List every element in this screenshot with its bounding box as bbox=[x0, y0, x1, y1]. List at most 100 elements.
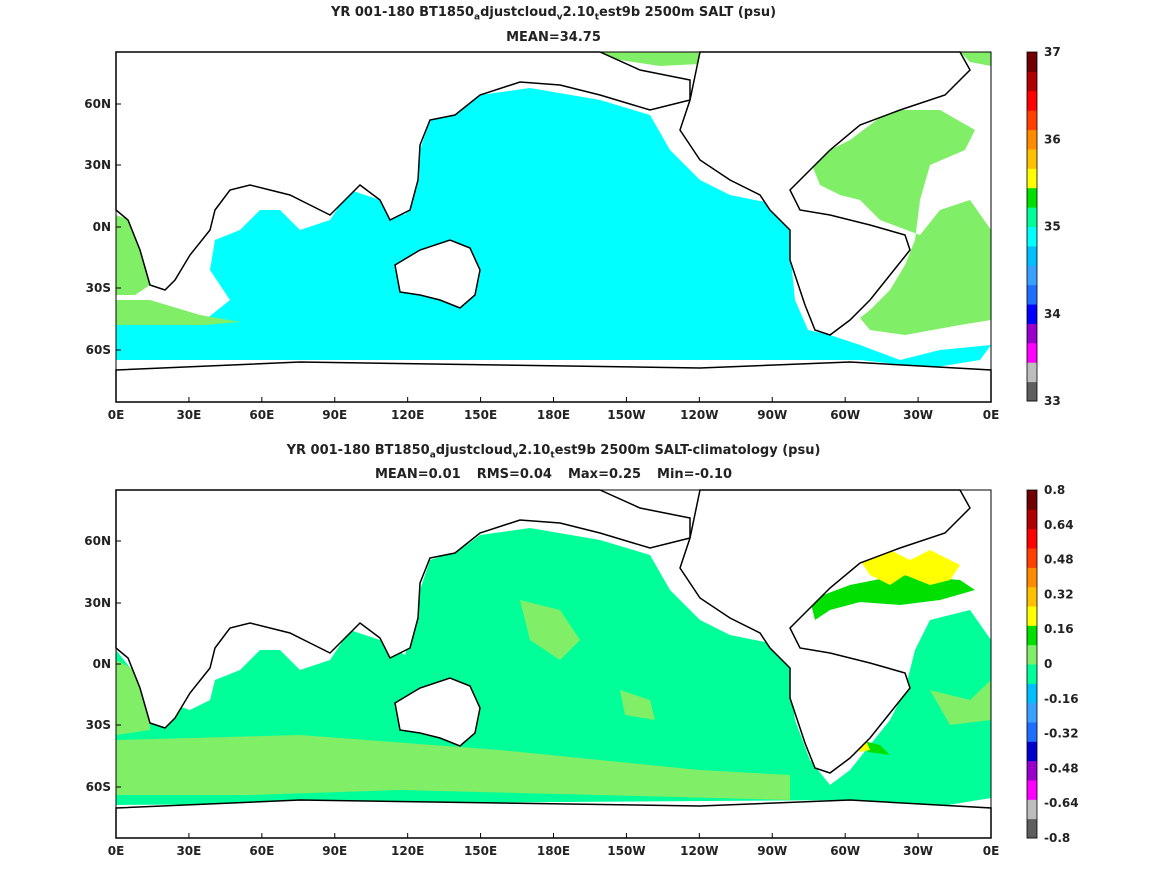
title-sub: v bbox=[512, 450, 519, 461]
colorbar-swatch bbox=[1027, 110, 1037, 131]
colorbar-label: -0.32 bbox=[1044, 727, 1079, 741]
colorbar-swatch bbox=[1027, 226, 1037, 247]
min-stat: Min=-0.10 bbox=[657, 467, 733, 482]
colorbar-swatch bbox=[1027, 567, 1037, 588]
colorbar-label: -0.48 bbox=[1044, 761, 1079, 775]
colorbar-label: -0.8 bbox=[1044, 831, 1070, 845]
colorbar-label: -0.64 bbox=[1044, 796, 1079, 810]
y-tick-label: 0N bbox=[93, 220, 111, 234]
rms-stat: RMS=0.04 bbox=[476, 467, 552, 482]
y-tick-label: 60N bbox=[84, 534, 111, 548]
panel1-axes: 0E 30E 60E 90E 120E 150E 180E 150W 120W 90W 60W 30W… bbox=[84, 97, 999, 422]
title-sub: a bbox=[429, 450, 436, 461]
colorbar-swatch bbox=[1027, 780, 1037, 800]
positive-anomaly-yellow bbox=[855, 545, 960, 752]
title-sub: v bbox=[556, 12, 563, 23]
max-stat: Max=0.25 bbox=[567, 467, 642, 482]
panel1-colorbar: 37 36 35 34 33 bbox=[1026, 45, 1061, 408]
colorbar-swatch bbox=[1027, 664, 1037, 684]
title-text: 2.10 bbox=[562, 5, 595, 20]
title-text: est9b 2500m SALT (psu) bbox=[599, 5, 777, 20]
atlantic-ocean-region bbox=[810, 110, 991, 335]
southern-ocean-region bbox=[116, 300, 240, 325]
y-tick-label: 30N bbox=[84, 596, 111, 610]
x-tick-label: 90W bbox=[757, 844, 787, 858]
x-tick-label: 30W bbox=[903, 844, 933, 858]
panel1-stats: MEAN=34.75 bbox=[116, 30, 991, 45]
colorbar-swatch bbox=[1027, 245, 1037, 266]
colorbar-swatch bbox=[1027, 722, 1037, 742]
colorbar-swatch bbox=[1027, 71, 1037, 92]
colorbar-swatch bbox=[1027, 342, 1037, 363]
colorbar-swatch bbox=[1027, 548, 1037, 568]
pacific-ocean-region bbox=[116, 88, 991, 368]
colorbar-swatch bbox=[1027, 683, 1037, 704]
x-tick-label: 0E bbox=[108, 408, 125, 422]
colorbar-swatch bbox=[1027, 168, 1037, 189]
x-tick-label: 150E bbox=[464, 408, 497, 422]
title-sub: t bbox=[594, 12, 600, 23]
panel1-title: YR 001-180 BT1850adjustcloudv2.10test9b … bbox=[116, 5, 991, 23]
x-tick-label: 0E bbox=[108, 844, 125, 858]
colorbar-label: 36 bbox=[1044, 132, 1061, 146]
x-tick-label: 90W bbox=[757, 408, 787, 422]
colorbar-swatch bbox=[1027, 362, 1037, 383]
title-text: YR 001-180 BT1850 bbox=[286, 443, 430, 458]
colorbar-label: 0.48 bbox=[1044, 553, 1074, 567]
x-tick-label: 150E bbox=[464, 844, 497, 858]
americas-landmass bbox=[679, 489, 971, 774]
colorbar-frame bbox=[1026, 489, 1038, 839]
colorbar-swatch bbox=[1027, 284, 1037, 305]
colorbar-swatch bbox=[1027, 702, 1037, 723]
y-tick-label: 30S bbox=[86, 281, 111, 295]
mean-stat: MEAN=34.75 bbox=[506, 30, 601, 45]
x-tick-label: 30E bbox=[176, 844, 201, 858]
x-tick-label: 60E bbox=[249, 408, 274, 422]
y-tick-label: 60S bbox=[86, 780, 111, 794]
panel2-axes: 0E 30E 60E 90E 120E 150E 180E 150W 120W 90W 60W 30W… bbox=[84, 534, 999, 858]
x-tick-label: 90E bbox=[322, 844, 347, 858]
panel2-title: YR 001-180 BT1850adjustcloudv2.10test9b … bbox=[116, 443, 991, 461]
panel2-colorbar: 0.8 0.64 0.48 0.32 0.16 0 -0.16 -0.32 -0.48 -0.64… bbox=[1026, 483, 1079, 845]
colorbar-label: 37 bbox=[1044, 45, 1061, 59]
colorbar-swatch bbox=[1027, 187, 1037, 208]
antarctica-landmass bbox=[115, 799, 992, 839]
title-sub: a bbox=[474, 12, 481, 23]
colorbar-swatch bbox=[1027, 90, 1037, 111]
x-tick-label: 60E bbox=[249, 844, 274, 858]
eurasia-africa-landmass bbox=[115, 51, 691, 291]
colorbar-swatch bbox=[1027, 586, 1037, 607]
australia-landmass bbox=[394, 677, 481, 747]
americas-landmass bbox=[679, 51, 971, 336]
colorbar-swatch bbox=[1027, 625, 1037, 646]
colorbar-label: 34 bbox=[1044, 307, 1061, 321]
colorbar-swatch bbox=[1027, 52, 1037, 72]
colorbar-swatch bbox=[1027, 818, 1037, 839]
x-tick-label: 180E bbox=[537, 408, 570, 422]
y-tick-label: 0N bbox=[93, 657, 111, 671]
panel2-stats: MEAN=0.01 RMS=0.04 Max=0.25 Min=-0.10 bbox=[116, 467, 991, 482]
x-tick-label: 150W bbox=[607, 844, 645, 858]
colorbar-label: 0 bbox=[1044, 657, 1052, 671]
colorbar-label: 0.32 bbox=[1044, 587, 1074, 601]
title-text: djustcloud bbox=[480, 5, 557, 20]
title-text: YR 001-180 BT1850 bbox=[330, 5, 475, 20]
colorbar-label: 35 bbox=[1044, 220, 1061, 234]
x-tick-label: 120W bbox=[680, 844, 718, 858]
positive-anomaly-green bbox=[810, 575, 975, 755]
indian-west-region bbox=[116, 215, 150, 295]
y-tick-label: 60N bbox=[84, 97, 111, 111]
colorbar-label: 0.8 bbox=[1044, 483, 1065, 497]
australia-landmass bbox=[394, 239, 481, 309]
colorbar-label: 33 bbox=[1044, 394, 1061, 408]
title-sub: t bbox=[550, 450, 555, 461]
x-tick-label: 60W bbox=[830, 408, 860, 422]
y-tick-label: 30S bbox=[86, 718, 111, 732]
colorbar-label: 0.16 bbox=[1044, 622, 1074, 636]
title-text: djustcloud bbox=[435, 443, 513, 458]
x-tick-label: 90E bbox=[322, 408, 347, 422]
colorbar-swatch bbox=[1027, 304, 1037, 324]
colorbar-swatch bbox=[1027, 509, 1037, 530]
colorbar-swatch bbox=[1027, 799, 1037, 820]
